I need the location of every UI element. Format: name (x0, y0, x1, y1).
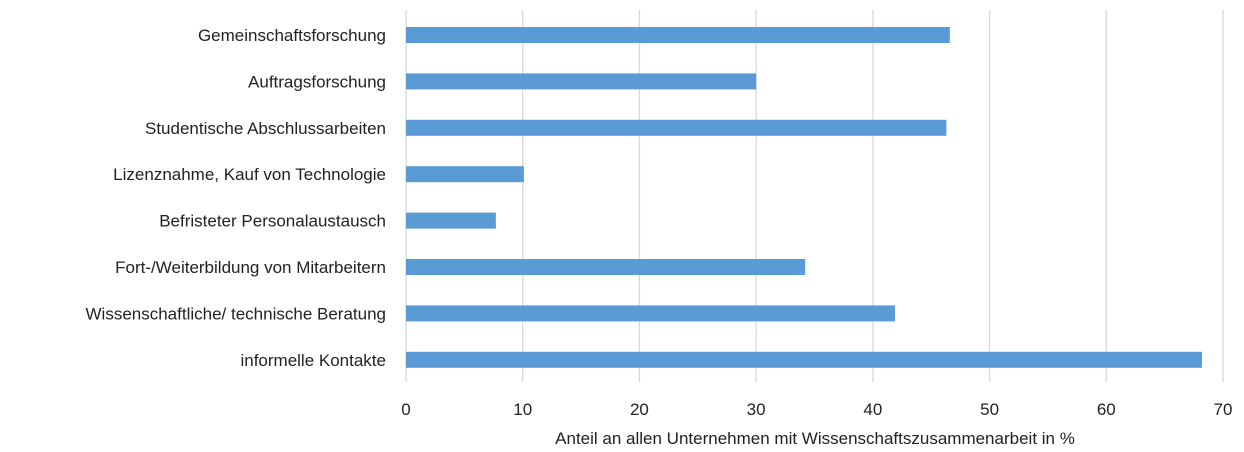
category-label: Fort-/Weiterbildung von Mitarbeitern (115, 258, 386, 277)
category-labels: Gemeinschaftsforschung Auftragsforschung S… (86, 26, 387, 370)
x-tick-label: 20 (630, 400, 649, 419)
category-label: Studentische Abschlussarbeiten (145, 119, 386, 138)
category-label: informelle Kontakte (240, 351, 386, 370)
bar (406, 351, 1202, 368)
bar (406, 212, 496, 229)
bar (406, 27, 950, 43)
category-label: Gemeinschaftsforschung (198, 26, 386, 45)
x-tick-label: 40 (863, 400, 882, 419)
bar (406, 305, 896, 322)
x-tick-label: 0 (401, 400, 410, 419)
x-axis-label: Anteil an allen Unternehmen mit Wissensc… (555, 429, 1075, 448)
bar (406, 259, 806, 275)
category-label: Befristeter Personalaustausch (159, 212, 386, 231)
x-tick-label: 60 (1097, 400, 1116, 419)
bar (406, 119, 947, 136)
x-tick-label: 70 (1214, 400, 1233, 419)
x-tick-labels: 0 10 20 30 40 50 60 70 (401, 400, 1232, 419)
category-label: Lizenznahme, Kauf von Technologie (113, 165, 386, 184)
bar (406, 73, 757, 90)
x-tick-label: 10 (513, 400, 532, 419)
x-tick-label: 50 (980, 400, 999, 419)
category-label: Auftragsforschung (248, 72, 386, 91)
bar (406, 166, 524, 183)
grid-lines (405, 10, 1224, 382)
bars (406, 27, 1202, 368)
category-label: Wissenschaftliche/ technische Beratung (86, 304, 387, 323)
x-tick-label: 30 (747, 400, 766, 419)
